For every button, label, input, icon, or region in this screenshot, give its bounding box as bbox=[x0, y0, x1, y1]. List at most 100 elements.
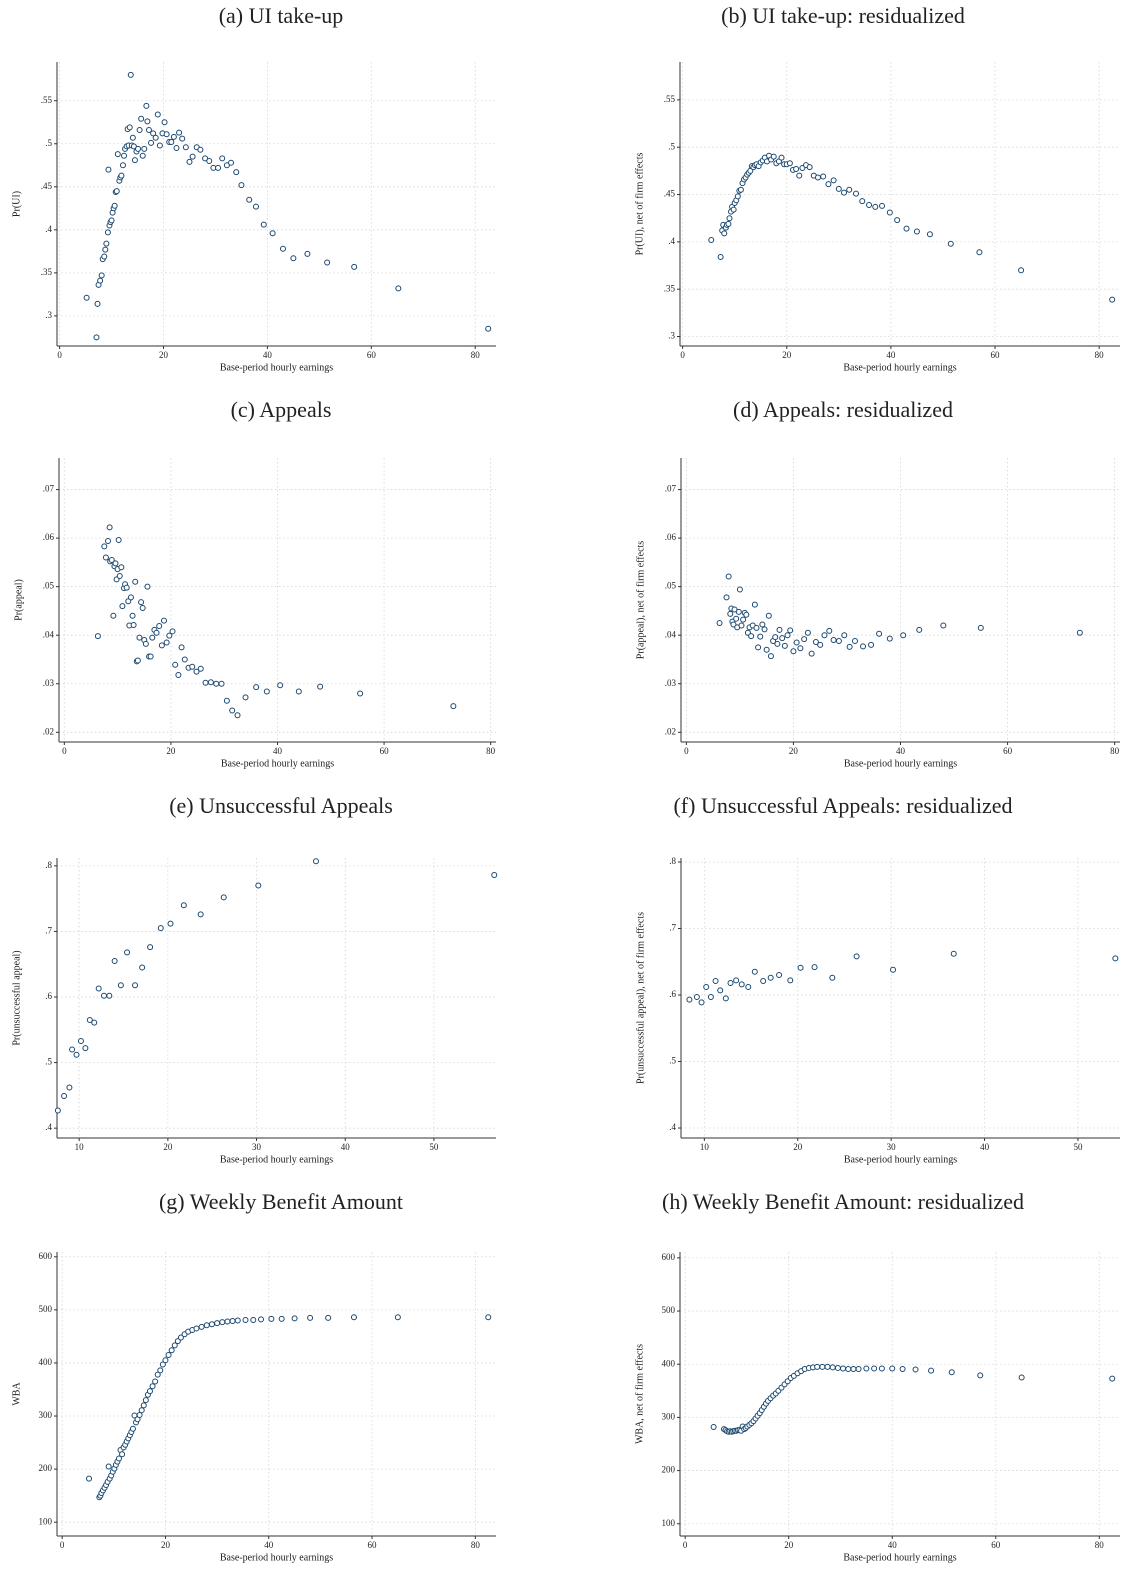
scatter-point bbox=[168, 1347, 175, 1354]
scatter-point bbox=[106, 524, 113, 531]
y-tick-label: .7 bbox=[669, 923, 676, 933]
scatter-point bbox=[740, 616, 747, 623]
scatter-point bbox=[167, 920, 174, 927]
scatter-point bbox=[733, 615, 740, 622]
scatter-point bbox=[312, 858, 319, 865]
scatter-point bbox=[219, 1319, 226, 1326]
scatter-point bbox=[118, 564, 125, 571]
scatter-point bbox=[325, 1314, 332, 1321]
y-tick-label: .04 bbox=[665, 629, 677, 639]
scatter-point bbox=[774, 640, 781, 647]
scatter-point bbox=[130, 622, 137, 629]
scatter-point bbox=[703, 984, 710, 991]
x-tick-label: 20 bbox=[793, 1142, 803, 1152]
scatter-point bbox=[138, 599, 145, 606]
scatter-point bbox=[260, 221, 267, 228]
scatter-point bbox=[193, 668, 200, 675]
scatter-point bbox=[796, 172, 803, 179]
scatter-point bbox=[130, 143, 137, 150]
panel: (d) Appeals: residualized .02 .03 .04 .05 .06… bbox=[635, 397, 1120, 769]
scatter-point bbox=[141, 145, 148, 152]
scatter-point bbox=[66, 1084, 73, 1091]
y-tick-label: 600 bbox=[662, 1252, 676, 1262]
scatter-point bbox=[845, 1366, 852, 1373]
scatter-point bbox=[159, 1361, 166, 1368]
panel-title: (d) Appeals: residualized bbox=[733, 397, 953, 422]
scatter-point bbox=[171, 1342, 178, 1349]
scatter-point bbox=[149, 634, 156, 641]
scatter-point bbox=[144, 118, 151, 125]
scatter-point bbox=[198, 1323, 205, 1330]
x-tick-label: 60 bbox=[991, 350, 1001, 360]
scatter-point bbox=[722, 995, 729, 1002]
scatter-point bbox=[152, 1378, 159, 1385]
y-tick-label: 400 bbox=[662, 1358, 676, 1368]
x-tick-label: 80 bbox=[486, 746, 496, 756]
scatter-point bbox=[242, 1316, 249, 1323]
y-tick-label: .4 bbox=[45, 224, 52, 234]
scatter-point bbox=[491, 872, 498, 879]
scatter-point bbox=[757, 633, 764, 640]
scatter-point bbox=[156, 142, 163, 149]
scatter-point bbox=[878, 1365, 885, 1372]
scatter-point bbox=[1018, 1374, 1025, 1381]
scatter-point bbox=[748, 633, 755, 640]
panel-title: (e) Unsuccessful Appeals bbox=[169, 793, 393, 818]
scatter-point bbox=[830, 637, 837, 644]
y-tick-label: .04 bbox=[43, 629, 55, 639]
scatter-point bbox=[138, 1407, 145, 1414]
scatter-point bbox=[759, 621, 766, 628]
scatter-point bbox=[841, 632, 848, 639]
x-tick-label: 20 bbox=[782, 350, 792, 360]
scatter-point bbox=[450, 703, 457, 710]
scatter-point bbox=[101, 992, 108, 999]
scatter-point bbox=[268, 1315, 275, 1322]
y-tick-label: 200 bbox=[39, 1463, 53, 1473]
scatter-point bbox=[889, 1365, 896, 1372]
x-tick-label: 10 bbox=[75, 1142, 85, 1152]
y-tick-label: .55 bbox=[41, 95, 53, 105]
scatter-point bbox=[853, 190, 859, 197]
scatter-point bbox=[725, 220, 732, 227]
scatter-point bbox=[118, 172, 125, 179]
scatter-point bbox=[119, 603, 126, 610]
scatter-point bbox=[723, 594, 730, 601]
scatter-point bbox=[717, 254, 724, 261]
scatter-point bbox=[129, 134, 136, 141]
scatter-point bbox=[947, 240, 954, 247]
scatter-point bbox=[804, 629, 811, 636]
x-tick-label: 30 bbox=[887, 1142, 897, 1152]
scatter-point bbox=[148, 139, 155, 146]
scatter-point bbox=[778, 154, 785, 161]
scatter-point bbox=[229, 1318, 236, 1325]
scatter-point bbox=[157, 1367, 164, 1374]
y-axis-label: WBA bbox=[11, 1382, 22, 1406]
scatter-point bbox=[168, 139, 175, 146]
scatter-point bbox=[278, 1315, 285, 1322]
scatter-point bbox=[840, 1365, 847, 1372]
x-tick-label: 0 bbox=[683, 1540, 688, 1550]
scatter-point bbox=[69, 1046, 76, 1053]
scatter-point bbox=[119, 1451, 126, 1458]
x-tick-label: 40 bbox=[896, 746, 906, 756]
scatter-point bbox=[830, 177, 837, 184]
scatter-point bbox=[1112, 955, 1119, 962]
panel-title: (b) UI take-up: residualized bbox=[721, 3, 965, 28]
scatter-point bbox=[743, 611, 750, 618]
scatter-point bbox=[214, 1320, 221, 1327]
scatter-point bbox=[202, 155, 209, 162]
scatter-point bbox=[707, 994, 714, 1001]
scatter-point bbox=[197, 146, 204, 153]
scatter-point bbox=[767, 653, 774, 660]
scatter-point bbox=[108, 556, 115, 563]
scatter-point bbox=[808, 650, 815, 657]
scatter-point bbox=[61, 1093, 68, 1100]
scatter-point bbox=[160, 617, 167, 624]
x-tick-label: 50 bbox=[1073, 1142, 1083, 1152]
scatter-point bbox=[710, 1423, 717, 1430]
scatter-point bbox=[139, 605, 146, 612]
scatter-point bbox=[763, 646, 770, 653]
scatter-point bbox=[819, 1363, 826, 1370]
scatter-point bbox=[142, 640, 149, 647]
